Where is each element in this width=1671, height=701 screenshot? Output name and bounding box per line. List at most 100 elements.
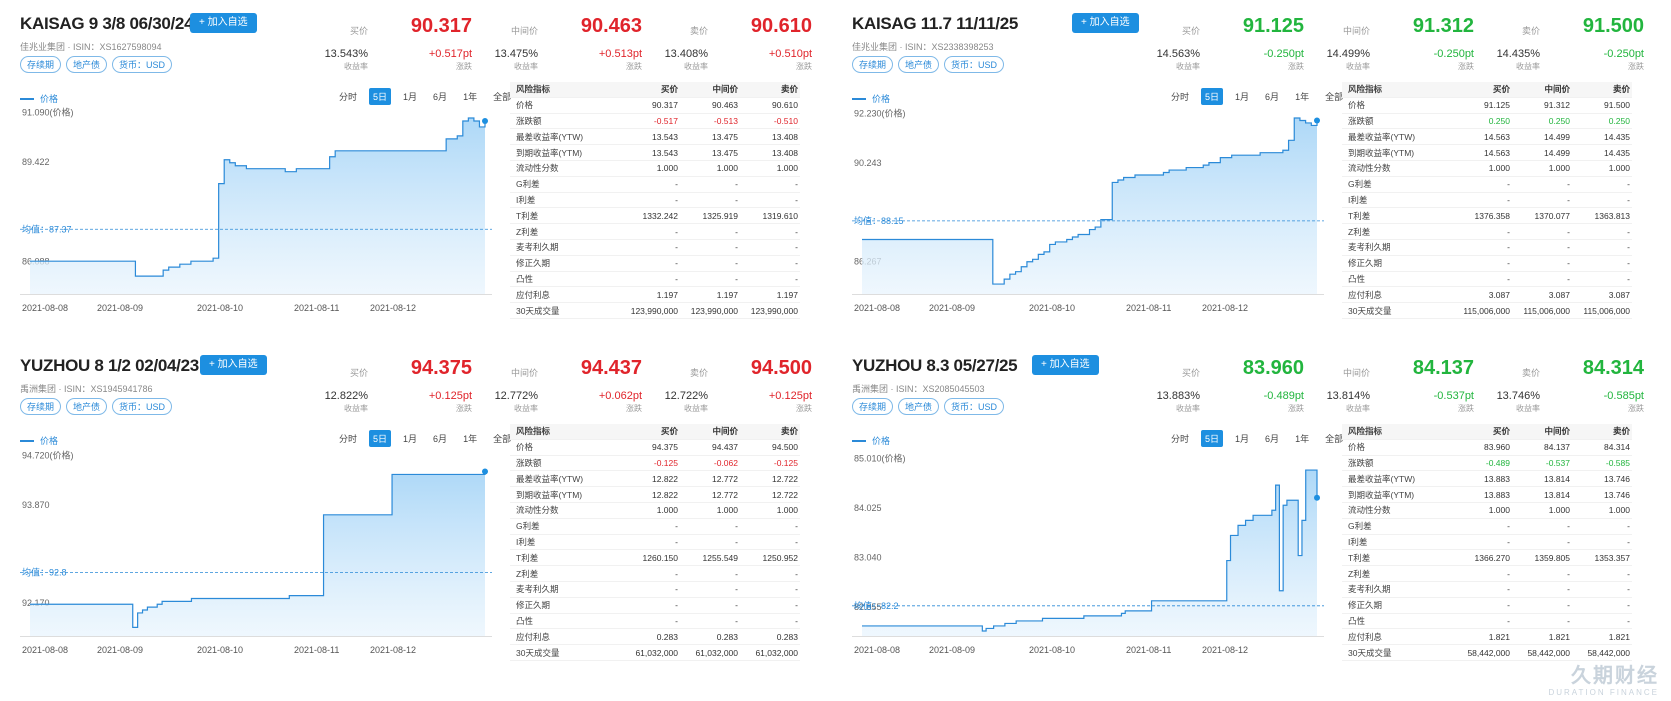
bond-tag[interactable]: 地产债 [66,398,108,415]
avg-label: 均值：87.37 [22,223,72,234]
range-tab[interactable]: 5日 [1201,88,1224,105]
risk-metric-name: I利差 [516,194,536,205]
range-tab[interactable]: 5日 [369,88,392,105]
risk-metric-value: - [1507,600,1510,611]
range-tab[interactable]: 1年 [463,434,478,444]
risk-table-header: 风险指标 买价 中间价 卖价 [1342,82,1632,98]
bond-tags: 存续期 地产债 货币：USD [20,398,173,415]
price-line [30,117,486,277]
last-price-dot [482,117,488,124]
range-tab[interactable]: 1月 [403,434,418,444]
bond-tag[interactable]: 存续期 [852,398,894,415]
risk-metric-value: 12.772 [712,489,738,500]
legend-line-icon [20,439,34,442]
yield-label: 收益率 [1176,404,1200,413]
range-tab[interactable]: 5日 [369,430,392,447]
y-tick-label: 89.422 [22,157,50,167]
bond-tag[interactable]: 地产债 [898,398,940,415]
quote-ask: 卖价 84.314 13.746% 收益率 -0.585pt 涨跌 [1472,354,1652,413]
price-area [862,470,1317,636]
quote-mid: 中间价 91.312 14.499% 收益率 -0.250pt 涨跌 [1302,12,1482,71]
risk-metric-value: - [675,258,678,269]
price-line [862,469,1318,632]
x-tick-label: 2021-08-10 [1029,645,1075,655]
range-tab[interactable]: 6月 [1265,92,1280,102]
risk-metric-name: 麦考利久期 [516,584,559,595]
risk-metric-name: 应付利息 [516,289,551,300]
risk-metric-value: 1.197 [656,289,678,300]
risk-metric-value: 90.463 [712,100,738,111]
risk-metric-value: 0.283 [716,631,738,642]
range-tab[interactable]: 1月 [1235,92,1250,102]
quote-ask-change: -0.585pt [1603,390,1644,402]
bond-tag[interactable]: 货币：USD [944,56,1005,73]
y-tick-label: 92.170 [22,598,50,608]
range-tab[interactable]: 分时 [1171,92,1190,102]
bond-tag[interactable]: 存续期 [852,56,894,73]
risk-table-row: 涨跌额 -0.489 -0.537 -0.585 [1342,456,1632,472]
risk-table-row: Z利差 - - - [510,224,800,240]
risk-metric-value: 1260.150 [642,552,678,563]
risk-metric-value: 13.746 [1604,489,1630,500]
risk-table-row: 应付利息 0.283 0.283 0.283 [510,629,800,646]
risk-metric-name: 应付利息 [516,631,551,642]
risk-metric-value: 13.408 [772,131,798,142]
risk-table-row: 修正久期 - - - [510,256,800,272]
risk-metric-name: 到期收益率(YTM) [516,147,583,158]
range-tab[interactable]: 分时 [339,434,358,444]
price-area [30,118,485,294]
bond-tag[interactable]: 货币：USD [112,56,173,73]
range-tab[interactable]: 1年 [1295,434,1310,444]
risk-metric-value: - [795,584,798,595]
risk-metric-value: 13.543 [652,147,678,158]
quote-mid-price: 91.312 [1412,15,1474,37]
x-tick-label: 2021-08-11 [1126,645,1171,655]
risk-metric-value: - [1507,521,1510,532]
range-tab[interactable]: 1年 [1295,92,1310,102]
range-tab[interactable]: 1月 [403,92,418,102]
risk-header-cell: 中间价 [712,84,738,95]
risk-metric-value: - [1507,536,1510,547]
risk-metric-value: - [795,226,798,237]
risk-metric-value: - [735,273,738,284]
add-watchlist-button[interactable]: + 加入自选 [190,13,257,33]
risk-metric-value: 1.000 [656,163,678,174]
bond-tag[interactable]: 货币：USD [112,398,173,415]
range-tab[interactable]: 1年 [463,92,478,102]
risk-table-row: 凸性 - - - [510,272,800,288]
risk-metric-value: -0.125 [773,457,798,468]
bond-tag[interactable]: 存续期 [20,56,62,73]
add-watchlist-button[interactable]: + 加入自选 [200,355,267,375]
bond-tag[interactable]: 地产债 [898,56,940,73]
range-tab[interactable]: 全部 [1325,92,1344,102]
risk-metric-value: 1250.952 [762,552,798,563]
range-tab[interactable]: 分时 [1171,434,1190,444]
risk-table-row: 流动性分数 1.000 1.000 1.000 [1342,161,1632,177]
quote-ask-yield: 14.435% [1496,48,1540,60]
range-tab[interactable]: 1月 [1235,434,1250,444]
bond-tag[interactable]: 货币：USD [944,398,1005,415]
avg-label: 均值：82.2 [854,600,899,611]
range-tab[interactable]: 全部 [493,92,512,102]
risk-metric-value: - [1567,521,1570,532]
add-watchlist-button[interactable]: + 加入自选 [1032,355,1099,375]
quote-bid-price: 83.960 [1242,357,1304,379]
risk-table-row: 最差收益率(YTW) 14.563 14.499 14.435 [1342,129,1632,146]
bond-tag[interactable]: 存续期 [20,398,62,415]
risk-metric-value: -0.489 [1485,457,1510,468]
risk-table: 风险指标 买价 中间价 卖价 价格 94.375 94.437 94.500 涨跌额 -0.125… [510,424,800,661]
risk-metric-value: - [1507,258,1510,269]
range-tab[interactable]: 全部 [1325,434,1344,444]
risk-metric-value: - [795,600,798,611]
risk-table-row: 修正久期 - - - [510,598,800,614]
bond-tag[interactable]: 地产债 [66,56,108,73]
range-tab[interactable]: 5日 [1201,430,1224,447]
risk-metric-name: 麦考利久期 [1348,584,1391,595]
risk-table-row: 凸性 - - - [510,614,800,630]
add-watchlist-button[interactable]: + 加入自选 [1072,13,1139,33]
range-tab[interactable]: 6月 [433,92,448,102]
range-tab[interactable]: 6月 [1265,434,1280,444]
range-tab[interactable]: 分时 [339,92,358,102]
range-tab[interactable]: 全部 [493,434,512,444]
range-tab[interactable]: 6月 [433,434,448,444]
